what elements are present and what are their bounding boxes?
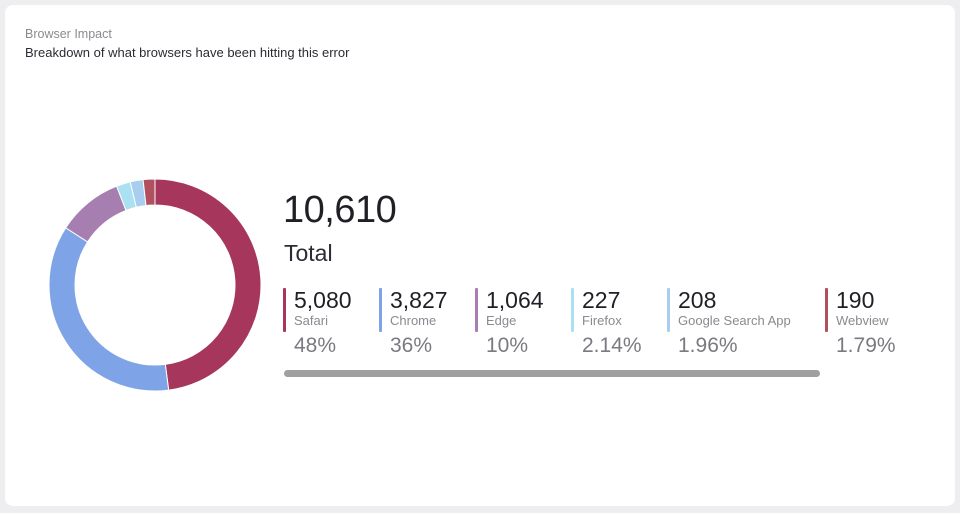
legend-item-firefox[interactable]: 227 Firefox 2.14% — [571, 287, 642, 359]
legend-swatch — [283, 288, 286, 332]
donut-slice-edge[interactable] — [65, 185, 127, 243]
browser-legend: 5,080 Safari 48% 3,827 Chrome 36% 1,064 … — [283, 287, 943, 367]
legend-name: Google Search App — [678, 313, 791, 328]
browser-donut-chart — [48, 178, 262, 392]
legend-scrollbar-thumb[interactable] — [284, 370, 820, 377]
legend-name: Firefox — [582, 313, 622, 328]
donut-slice-chrome[interactable] — [48, 227, 170, 392]
card-subtitle: Breakdown of what browsers have been hit… — [25, 45, 350, 60]
legend-count: 227 — [582, 287, 621, 313]
legend-percentage: 2.14% — [582, 334, 642, 357]
legend-scrollbar[interactable] — [284, 370, 822, 377]
total-label: Total — [284, 240, 333, 266]
legend-item-edge[interactable]: 1,064 Edge 10% — [475, 287, 544, 359]
legend-count: 208 — [678, 287, 717, 313]
legend-percentage: 36% — [390, 334, 433, 357]
legend-swatch — [571, 288, 574, 332]
card-title: Browser Impact — [25, 27, 112, 41]
legend-swatch — [667, 288, 670, 332]
legend-swatch — [379, 288, 382, 332]
donut-slice-webview[interactable] — [142, 178, 156, 207]
legend-percentage: 1.79% — [836, 334, 896, 357]
legend-name: Chrome — [390, 313, 437, 328]
browser-impact-card: Browser Impact Breakdown of what browser… — [5, 5, 955, 506]
legend-name: Safari — [294, 313, 328, 328]
legend-swatch — [825, 288, 828, 332]
legend-name: Edge — [486, 313, 517, 328]
legend-item-chrome[interactable]: 3,827 Chrome 36% — [379, 287, 448, 359]
legend-percentage: 48% — [294, 334, 337, 357]
legend-count: 1,064 — [486, 287, 544, 313]
total-value: 10,610 — [283, 189, 397, 231]
legend-count: 5,080 — [294, 287, 352, 313]
legend-percentage: 1.96% — [678, 334, 738, 357]
legend-count: 190 — [836, 287, 875, 313]
legend-count: 3,827 — [390, 287, 448, 313]
legend-percentage: 10% — [486, 334, 529, 357]
legend-item-safari[interactable]: 5,080 Safari 48% — [283, 287, 352, 359]
donut-slice-safari[interactable] — [154, 178, 262, 391]
legend-item-webview[interactable]: 190 Webview 1.79% — [825, 287, 896, 359]
legend-swatch — [475, 288, 478, 332]
legend-item-google-search-app[interactable]: 208 Google Search App 1.96% — [667, 287, 791, 359]
legend-name: Webview — [836, 313, 889, 328]
